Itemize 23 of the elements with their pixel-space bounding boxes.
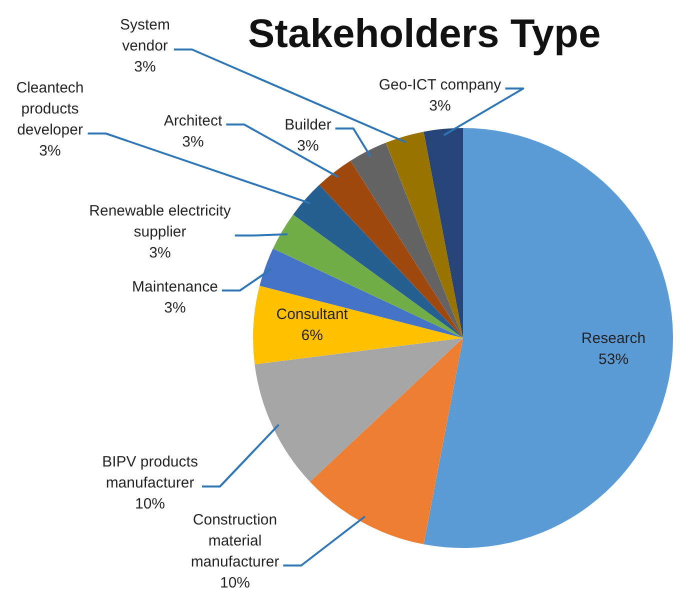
slice-label: Research — [581, 330, 646, 347]
slice-label: Cleantech products developer — [16, 80, 84, 139]
slice-label: Builder — [284, 116, 332, 134]
slice-label: System vendor — [120, 16, 170, 55]
data-label: 3% — [164, 300, 186, 317]
data-label: 3% — [134, 58, 156, 76]
slice-label: Maintenance — [132, 278, 218, 296]
data-label: 53% — [598, 350, 629, 368]
data-label: 3% — [39, 142, 61, 160]
data-label: 3% — [149, 244, 171, 262]
slice-label: Architect — [164, 112, 224, 130]
slice-label: Geo-ICT company — [378, 76, 502, 94]
data-label: 3% — [429, 98, 451, 115]
slice-label: Construction material manufacturer — [190, 512, 280, 571]
slice-label: Consultant — [276, 306, 349, 324]
slice-label: BIPV products manufacturer — [102, 454, 198, 492]
data-label: 3% — [297, 138, 319, 155]
data-label: 3% — [182, 134, 204, 151]
slice-label: Renewable electricity supplier — [89, 202, 232, 241]
data-label: 10% — [220, 574, 250, 592]
data-label: 10% — [134, 496, 166, 513]
chart-title: Stakeholders Type — [248, 12, 601, 57]
data-label: 6% — [301, 327, 323, 344]
